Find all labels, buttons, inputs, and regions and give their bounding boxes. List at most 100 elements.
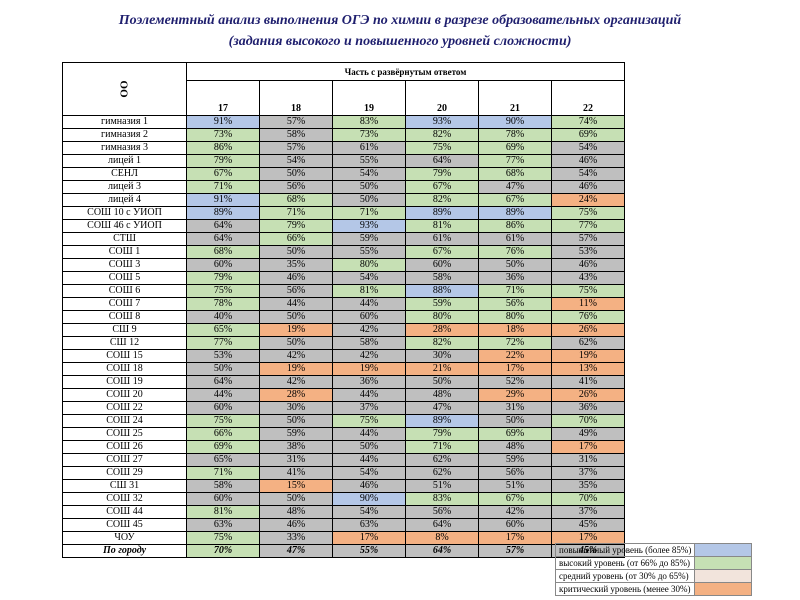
table-row: СОШ 8 40% 50% 60% 80% 80% 76%	[62, 310, 625, 324]
result-cell: 24%	[551, 193, 625, 207]
result-cell: 65%	[186, 453, 260, 467]
result-cell: 37%	[551, 505, 625, 519]
result-cell: 64%	[186, 375, 260, 389]
result-cell: 60%	[186, 492, 260, 506]
org-name: СОШ 1	[62, 245, 187, 259]
result-cell: 49%	[551, 427, 625, 441]
result-cell: 67%	[478, 193, 552, 207]
header-row: 17 18 19 20 21 22	[63, 80, 625, 116]
result-cell: 71%	[332, 206, 406, 220]
result-cell: 81%	[186, 505, 260, 519]
result-cell: 80%	[478, 310, 552, 324]
result-cell: 19%	[551, 349, 625, 363]
result-cell: 31%	[551, 453, 625, 467]
result-cell: 66%	[259, 232, 333, 246]
result-cell: 90%	[478, 115, 552, 129]
result-cell: 17%	[478, 362, 552, 376]
result-cell: 64%	[186, 219, 260, 233]
result-cell: 41%	[259, 466, 333, 480]
result-cell: 69%	[551, 128, 625, 142]
result-cell: 79%	[405, 167, 479, 181]
result-cell: 89%	[405, 206, 479, 220]
result-cell: 60%	[186, 401, 260, 415]
result-cell: 44%	[332, 388, 406, 402]
result-cell: 57%	[551, 232, 625, 246]
result-cell: 62%	[405, 466, 479, 480]
table-row: СОШ 27 65% 31% 44% 62% 59% 31%	[62, 453, 625, 467]
result-cell: 42%	[332, 349, 406, 363]
result-cell: 67%	[478, 492, 552, 506]
result-cell: 46%	[551, 258, 625, 272]
result-cell: 18%	[478, 323, 552, 337]
legend-label: высокий уровень (от 66% до 85%)	[554, 556, 696, 570]
table-row: СОШ 1 68% 50% 55% 67% 76% 53%	[62, 245, 625, 259]
result-cell: 59%	[259, 427, 333, 441]
column-header: 20	[405, 80, 479, 116]
result-cell: 52%	[478, 375, 552, 389]
result-cell: 61%	[332, 141, 406, 155]
result-cell: 54%	[332, 271, 406, 285]
result-cell: 19%	[259, 362, 333, 376]
result-cell: 11%	[551, 297, 625, 311]
table-row: лицей 4 91% 68% 50% 82% 67% 24%	[62, 193, 625, 207]
result-cell: 53%	[186, 349, 260, 363]
org-name: СОШ 45	[62, 518, 187, 532]
result-cell: 64%	[405, 544, 479, 558]
result-cell: 75%	[551, 206, 625, 220]
table-row: лицей 3 71% 56% 50% 67% 47% 46%	[62, 180, 625, 194]
org-name: СОШ 7	[62, 297, 187, 311]
column-header: 21	[478, 80, 552, 116]
result-cell: 75%	[186, 284, 260, 298]
result-cell: 70%	[186, 544, 260, 558]
legend-row: средний уровень (от 30% до 65%)	[554, 569, 753, 583]
result-cell: 78%	[478, 128, 552, 142]
result-cell: 80%	[405, 310, 479, 324]
result-cell: 59%	[332, 232, 406, 246]
table-row: СОШ 5 79% 46% 54% 58% 36% 43%	[62, 271, 625, 285]
org-name: гимназия 1	[62, 115, 187, 129]
result-cell: 78%	[186, 297, 260, 311]
result-cell: 66%	[186, 427, 260, 441]
org-name: СОШ 22	[62, 401, 187, 415]
result-cell: 44%	[259, 297, 333, 311]
org-name: СТШ	[62, 232, 187, 246]
result-cell: 47%	[405, 401, 479, 415]
result-cell: 31%	[259, 453, 333, 467]
org-name: гимназия 3	[62, 141, 187, 155]
result-cell: 35%	[551, 479, 625, 493]
table-row: СТШ 64% 66% 59% 61% 61% 57%	[62, 232, 625, 246]
result-cell: 71%	[186, 466, 260, 480]
org-name: СОШ 44	[62, 505, 187, 519]
result-cell: 26%	[551, 388, 625, 402]
result-cell: 30%	[405, 349, 479, 363]
table-row: ЧОУ 75% 33% 17% 8% 17% 17%	[62, 531, 625, 545]
table-row: СОШ 7 78% 44% 44% 59% 56% 11%	[62, 297, 625, 311]
legend: повышенный уровень (более 85%) высокий ур…	[554, 543, 753, 596]
result-cell: 83%	[405, 492, 479, 506]
org-name: лицей 1	[62, 154, 187, 168]
result-cell: 55%	[332, 544, 406, 558]
legend-label: средний уровень (от 30% до 65%)	[554, 569, 696, 583]
result-cell: 67%	[186, 167, 260, 181]
org-name: СОШ 10 с УИОП	[62, 206, 187, 220]
result-cell: 68%	[259, 193, 333, 207]
result-cell: 86%	[478, 219, 552, 233]
result-cell: 37%	[332, 401, 406, 415]
result-cell: 62%	[405, 453, 479, 467]
legend-swatch	[694, 543, 753, 557]
result-cell: 57%	[259, 141, 333, 155]
result-cell: 36%	[332, 375, 406, 389]
result-cell: 21%	[405, 362, 479, 376]
legend-row: повышенный уровень (более 85%)	[554, 543, 753, 557]
result-cell: 37%	[551, 466, 625, 480]
column-header: 17	[186, 80, 260, 116]
result-cell: 13%	[551, 362, 625, 376]
org-name: лицей 4	[62, 193, 187, 207]
table-row: СШ 31 58% 15% 46% 51% 51% 35%	[62, 479, 625, 493]
result-cell: 47%	[259, 544, 333, 558]
result-cell: 46%	[551, 154, 625, 168]
table-row: СОШ 15 53% 42% 42% 30% 22% 19%	[62, 349, 625, 363]
result-cell: 54%	[551, 141, 625, 155]
result-cell: 50%	[478, 258, 552, 272]
result-cell: 79%	[186, 154, 260, 168]
